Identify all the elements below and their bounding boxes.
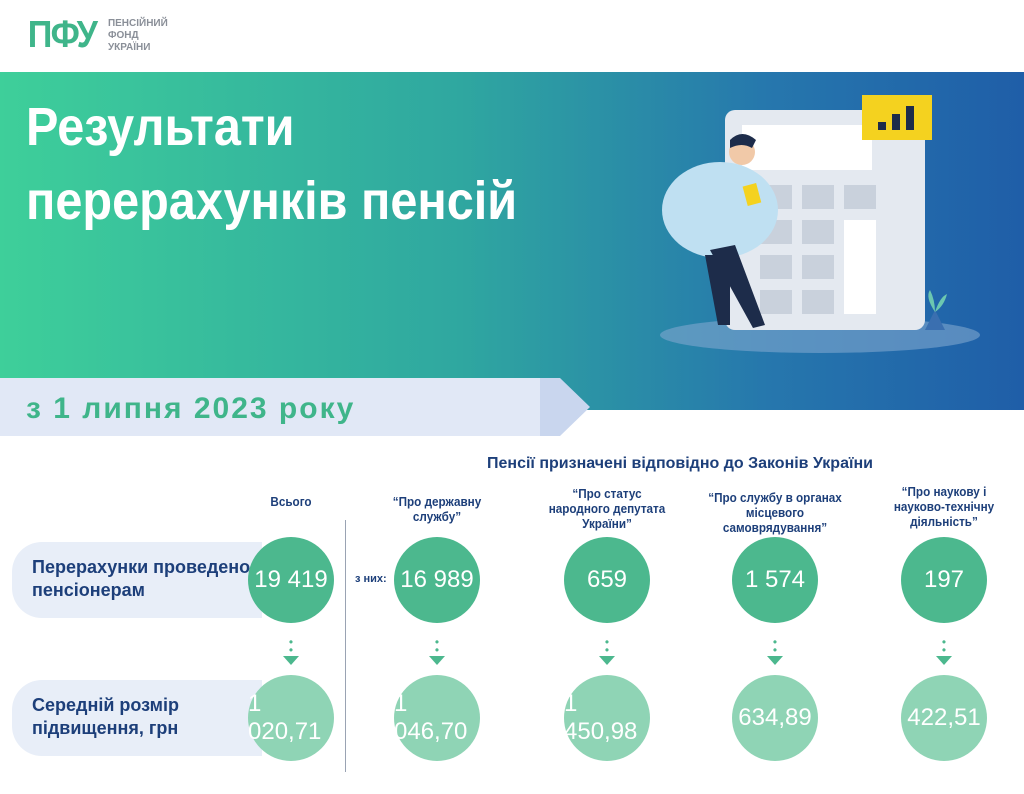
title-line: Результати	[26, 97, 295, 157]
logo-mark: ПФУ	[27, 14, 98, 56]
avg-circle: 1 020,71	[248, 675, 334, 761]
arrow-down-icon: • •	[599, 636, 615, 665]
logo-line: ПЕНСІЙНИЙ	[107, 17, 168, 29]
arrow-down-icon: • •	[283, 636, 299, 665]
arrow-down-icon: • •	[936, 636, 952, 665]
count-circle: 19 419	[248, 537, 334, 623]
pfu-logo: ПФУ ПЕНСІЙНИЙ ФОНД УКРАЇНИ	[24, 14, 168, 57]
title-line: перерахунків пенсій	[26, 171, 518, 231]
subtitle-date: з 1 липня 2023 року	[26, 392, 356, 425]
arrow-down-icon: • •	[767, 636, 783, 665]
column-header: “Про наукову і науково-технічну діяльніс…	[893, 484, 995, 529]
arrow-down-icon: • •	[429, 636, 445, 665]
count-circle: 197	[901, 537, 987, 623]
row-label-avg: Середній розмір підвищення, грн	[12, 680, 262, 756]
avg-circle: 1 046,70	[394, 675, 480, 761]
logo-line: ФОНД	[107, 29, 139, 41]
column-header-total: Всього	[270, 494, 312, 509]
column-header: “Про статус народного депутата України”	[548, 486, 666, 531]
count-circle: 659	[564, 537, 650, 623]
of-them-label: з них:	[355, 573, 387, 585]
avg-circle: 1 450,98	[564, 675, 650, 761]
logo-line: УКРАЇНИ	[107, 41, 151, 53]
laws-heading: Пенсії призначені відповідно до Законів …	[487, 455, 873, 472]
divider	[345, 520, 346, 772]
avg-circle: 422,51	[901, 675, 987, 761]
page-title: Результати перерахунків пенсій	[26, 90, 517, 238]
count-circle: 16 989	[394, 537, 480, 623]
avg-circle: 634,89	[732, 675, 818, 761]
column-header: “Про державну службу”	[392, 494, 482, 524]
column-header: “Про службу в органах місцевого самовряд…	[708, 490, 842, 535]
row-label-count: Перерахунки проведено пенсіонерам	[12, 542, 262, 618]
count-circle: 1 574	[732, 537, 818, 623]
subtitle-banner	[0, 378, 570, 436]
calculator-person-illustration	[660, 95, 980, 353]
